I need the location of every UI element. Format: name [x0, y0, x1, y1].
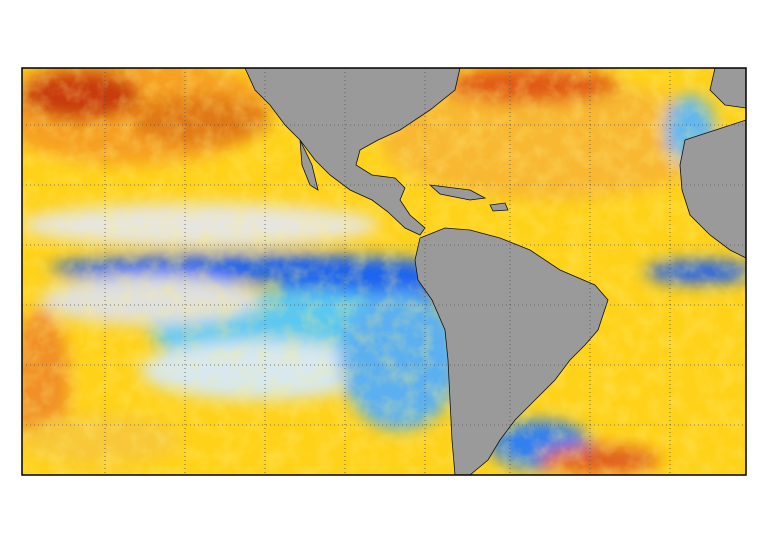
- graticule: [22, 68, 746, 475]
- land: [244, 68, 746, 475]
- map-frame: [21, 67, 747, 476]
- ocean-field: [22, 68, 746, 475]
